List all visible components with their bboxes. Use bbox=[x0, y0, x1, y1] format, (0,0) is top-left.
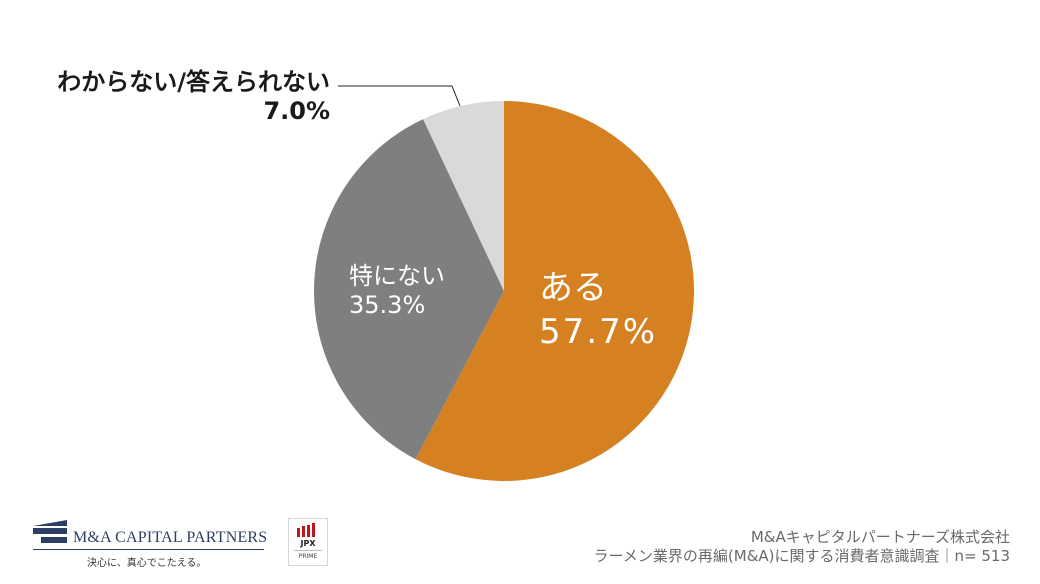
mac-logo-name: M&A CAPITAL PARTNERS bbox=[73, 529, 268, 546]
jpx-prime-logo: JPX PRIME bbox=[288, 518, 328, 566]
slice-label-unknown-name: わからない/答えられない bbox=[57, 68, 330, 96]
jpx-divider bbox=[294, 550, 322, 551]
slice-label-yes-name: ある bbox=[539, 268, 607, 308]
jpx-market: PRIME bbox=[298, 553, 318, 560]
mac-logo-mark-icon bbox=[33, 514, 67, 548]
footer-company: M&Aキャピタルパートナーズ株式会社 bbox=[750, 528, 1010, 546]
slice-label-unknown: わからない/答えられない 7.0% bbox=[57, 68, 330, 126]
mac-logo-tagline: 決心に、真心でこたえる。 bbox=[87, 558, 207, 569]
slice-label-unknown-pct: 7.0% bbox=[263, 96, 330, 125]
jpx-name: JPX bbox=[300, 539, 316, 548]
leader-line bbox=[338, 85, 461, 107]
mac-logo: M&A CAPITAL PARTNERS 決心に、真心でこたえる。 bbox=[33, 514, 268, 570]
slice-label-none-pct: 35.3% bbox=[349, 290, 426, 319]
slice-label-none: 特にない 35.3% bbox=[349, 262, 445, 320]
pie-slice bbox=[423, 101, 504, 291]
pie-slice bbox=[314, 119, 504, 460]
jpx-bars-icon bbox=[297, 523, 319, 537]
footer-survey: ラーメン業界の再編(M&A)に関する消費者意識調査｜n= 513 bbox=[593, 547, 1010, 565]
slice-label-yes-pct: 57.7% bbox=[539, 312, 658, 353]
mac-logo-divider bbox=[33, 549, 264, 550]
pie-slice bbox=[415, 101, 695, 482]
slice-label-none-name: 特にない bbox=[349, 262, 445, 290]
slice-label-yes: ある 57.7% bbox=[539, 266, 657, 354]
source-footer: M&Aキャピタルパートナーズ株式会社 ラーメン業界の再編(M&A)に関する消費者… bbox=[594, 528, 1010, 566]
